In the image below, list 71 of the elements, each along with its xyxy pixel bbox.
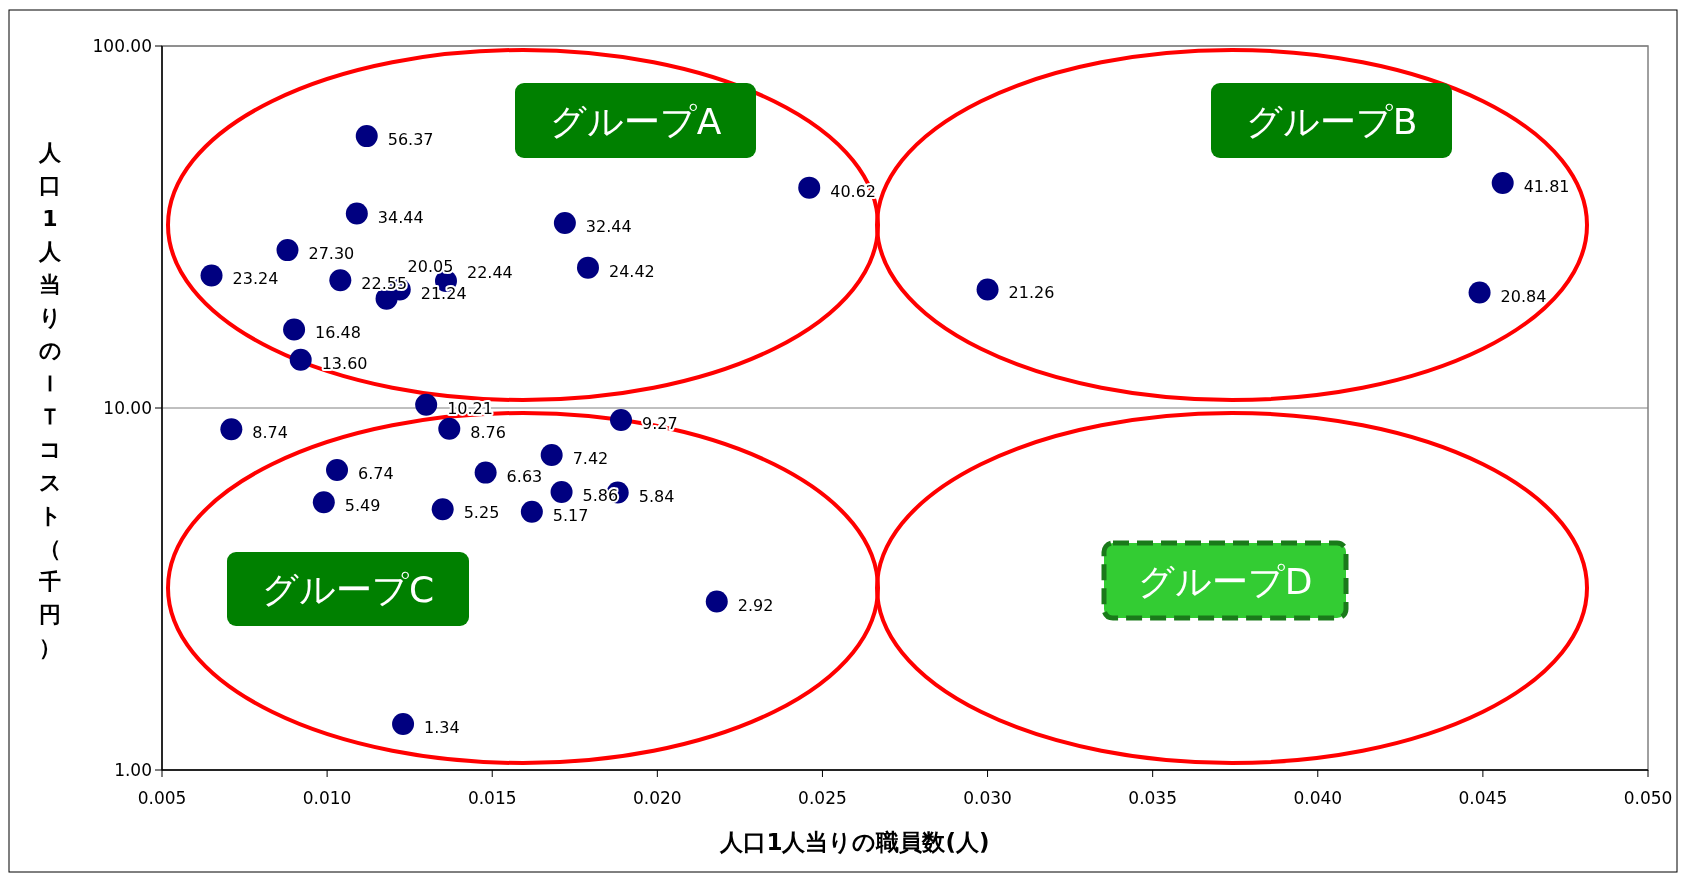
data-label: 5.17 [552, 505, 589, 525]
x-tick-label: 0.040 [1293, 788, 1343, 808]
x-axis-title: 人口1人当りの職員数(人) [719, 829, 990, 855]
data-label: 5.84 [638, 486, 675, 506]
point [438, 417, 461, 440]
data-label: 16.48 [315, 323, 361, 343]
data-label: 24.42 [608, 261, 655, 281]
point [474, 461, 497, 484]
annotation: グループB [1245, 100, 1418, 142]
data-label: 56.37 [387, 130, 434, 150]
point [312, 491, 335, 514]
x-tick-label: 0.005 [137, 788, 187, 808]
point [576, 256, 599, 279]
data-label: 8.74 [252, 423, 288, 443]
x-tick-label: 0.025 [798, 788, 847, 808]
data-label: 20.05 [407, 256, 454, 276]
data-label: 5.49 [344, 496, 381, 516]
point [976, 278, 999, 301]
data-label: 41.81 [1523, 177, 1570, 197]
point [550, 481, 573, 504]
data-label: 20.84 [1500, 286, 1547, 306]
data-label: 21.24 [420, 283, 467, 303]
annotation: グループA [549, 100, 722, 142]
y-tick-label: 100.00 [92, 36, 152, 56]
data-label: 13.60 [321, 353, 368, 373]
text: 人口1人当りのＩＴコスト（千円） [38, 140, 62, 660]
x-tick-label: 0.010 [302, 788, 352, 808]
data-label: 21.26 [1008, 283, 1055, 303]
data-label: 27.30 [308, 244, 355, 264]
data-label: 6.74 [358, 464, 394, 484]
data-label: 32.44 [585, 216, 632, 236]
point [392, 712, 415, 735]
x-tick-label: 0.050 [1623, 788, 1673, 808]
x-tick-label: 0.035 [1128, 788, 1177, 808]
annotation: グループD [1137, 560, 1313, 602]
x-tick-label: 0.030 [963, 788, 1012, 808]
x-tick-label: 0.015 [467, 788, 517, 808]
point [540, 443, 563, 466]
point [1468, 281, 1491, 304]
data-label: 34.44 [377, 207, 424, 227]
point [415, 393, 438, 416]
point [289, 348, 312, 371]
point [200, 264, 223, 287]
data-label: 5.25 [463, 503, 500, 523]
data-label: 7.42 [572, 448, 609, 468]
point [553, 211, 576, 234]
data-label: 2.92 [737, 595, 774, 615]
data-label: 6.63 [506, 466, 543, 486]
data-label: 22.44 [466, 262, 513, 282]
data-label: 1.34 [424, 717, 460, 737]
point [345, 202, 368, 225]
data-label: 8.76 [470, 422, 506, 442]
point [355, 125, 378, 148]
data-label: 23.24 [232, 269, 279, 289]
point [276, 239, 299, 262]
point [705, 590, 728, 613]
y-tick-label: 10.00 [103, 398, 152, 418]
point [610, 408, 633, 431]
x-tick-label: 0.020 [633, 788, 682, 808]
point [220, 418, 243, 441]
point [1491, 172, 1514, 195]
point [520, 500, 543, 523]
point [431, 498, 454, 521]
point [326, 459, 349, 482]
data-label: 10.21 [447, 398, 493, 418]
x-tick-label: 0.045 [1458, 788, 1508, 808]
point [798, 176, 821, 199]
annotation: グループC [261, 569, 435, 610]
point [329, 269, 352, 292]
y-tick-label: 1.00 [114, 760, 152, 780]
point [283, 318, 306, 341]
